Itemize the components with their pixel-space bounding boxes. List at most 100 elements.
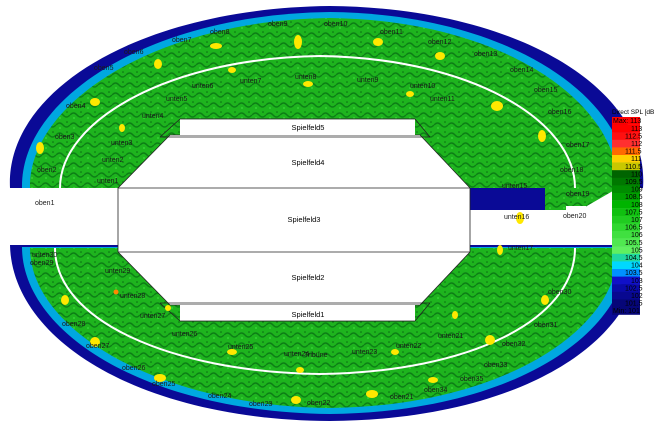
legend-swatch [612,223,640,232]
zone-label-oben33: oben33 [484,362,507,369]
zone-label-unten3: unten3 [111,140,133,147]
legend-swatch [612,170,640,178]
field-label-5: Spielfeld5 [292,123,325,132]
zone-label-unten7: unten7 [240,78,262,85]
legend-swatch [612,147,640,156]
zone-label-oben22: oben22 [307,400,330,407]
zone-label-oben20: oben20 [563,213,586,220]
legend-swatch [612,215,640,224]
zone-label-oben6: oben6 [124,49,144,56]
legend: Direct SPL [dB Max: 113113112.5112111.51… [612,109,654,315]
zone-label-unten11: unten11 [430,96,455,103]
tier-separator-upper [59,54,576,189]
legend-step-label: 108 [631,202,643,209]
legend-step-label: 109 [631,187,643,194]
zone-label-oben5: oben5 [94,65,114,72]
zone-label-oben28: oben28 [62,321,85,328]
field-label-2: Spielfeld2 [292,273,325,282]
zone-label-unten21: unten21 [438,333,463,340]
tier-separator-lower [54,247,576,376]
zone-label-oben7: oben7 [172,37,192,44]
zone-label-oben13: oben13 [474,51,497,58]
zone-label-oben17: oben17 [566,142,589,149]
legend-swatch [612,155,640,163]
zone-label-unten15: unten15 [502,183,527,190]
zone-label-oben30: oben30 [548,289,571,296]
legend-step-label: 105 [631,247,643,254]
zone-label-oben26: oben26 [122,365,145,372]
zone-label-unten17: unten17 [508,245,533,252]
legend-swatch [612,269,640,277]
zone-label-unten6: unten6 [192,83,214,90]
legend-step-label: 108.5 [625,194,643,201]
zone-label-oben24: oben24 [208,393,231,400]
legend-swatch [612,208,640,216]
zone-label-oben9: oben9 [268,21,288,28]
legend-swatch [612,238,640,247]
legend-step-label: 103.5 [625,270,643,277]
zone-label-unten9: unten9 [357,77,379,84]
zone-label-unten27: unten27 [140,313,165,320]
legend-step-label: 102 [631,293,643,300]
legend-step-label: 106 [631,232,643,239]
zone-label-unten10: unten10 [410,83,435,90]
legend-swatch [612,261,640,270]
zone-label-oben32: oben32 [502,341,525,348]
zone-label-oben10: oben10 [324,21,347,28]
zone-label-oben23: oben23 [249,401,272,408]
zone-label-oben21: oben21 [390,394,413,401]
legend-swatch [612,177,640,186]
zone-label-trib-ne: Tribüne [304,352,328,359]
zone-label-oben2: oben2 [37,167,57,174]
legend-step-label: 102.5 [625,285,643,292]
zone-label-oben3: oben3 [55,134,75,141]
zone-label-unten8: unten8 [295,74,317,81]
legend-step-label: 104.5 [625,255,643,262]
legend-swatch [612,276,640,285]
zone-label-unten25: unten25 [228,344,253,351]
zone-label-oben14: oben14 [510,67,533,74]
legend-step-label: 110.5 [625,164,642,171]
right-gap [566,206,586,234]
legend-swatch [612,299,640,308]
zone-label-oben29: oben29 [30,260,53,267]
legend-swatch [612,253,640,262]
zone-label-unten2: unten2 [102,157,124,164]
legend-step-label: 106.5 [625,225,643,232]
legend-max-label: Max: 113 [613,118,641,125]
zone-labels: oben9 oben10 oben8 oben11 oben7 oben12 oben6 ob… [30,21,589,408]
legend-swatch [612,231,640,239]
orange-marker [113,289,119,295]
legend-swatch [612,291,640,300]
zone-label-oben31: oben31 [534,322,557,329]
legend-swatch [612,124,640,133]
legend-min-swatch [612,307,640,315]
legend-swatch [612,162,640,171]
zone-label-unten29: unten29 [105,268,130,275]
field-label-3: Spielfeld3 [288,215,321,224]
legend-swatch [612,139,640,148]
legend-step-label: 104 [631,263,643,270]
zone-label-oben18: oben18 [560,167,583,174]
legend-step-label: 112.5 [625,133,642,140]
legend-swatch [612,193,640,201]
zone-label-unten1: unten1 [97,178,119,185]
zone-label-oben4: oben4 [66,103,86,110]
zone-label-unten4: unten4 [142,113,164,120]
legend-swatch [612,132,640,140]
legend-swatch [612,185,640,194]
zone-label-unten28: unten28 [120,293,145,300]
zone-label-oben15: oben15 [534,87,557,94]
zone-label-oben34: oben34 [424,387,447,394]
zone-label-oben8: oben8 [210,29,230,36]
field-label-4: Spielfeld4 [292,158,325,167]
zone-label-unten16: unten16 [504,214,529,221]
legend-step-label: 110 [631,171,642,178]
legend-step-label: 105.5 [625,240,643,247]
zone-label-unten5: unten5 [166,96,188,103]
legend-step-label: 107.5 [625,209,643,216]
legend-step-label: 101.5 [625,301,643,308]
legend-step-label: 112 [631,141,642,148]
